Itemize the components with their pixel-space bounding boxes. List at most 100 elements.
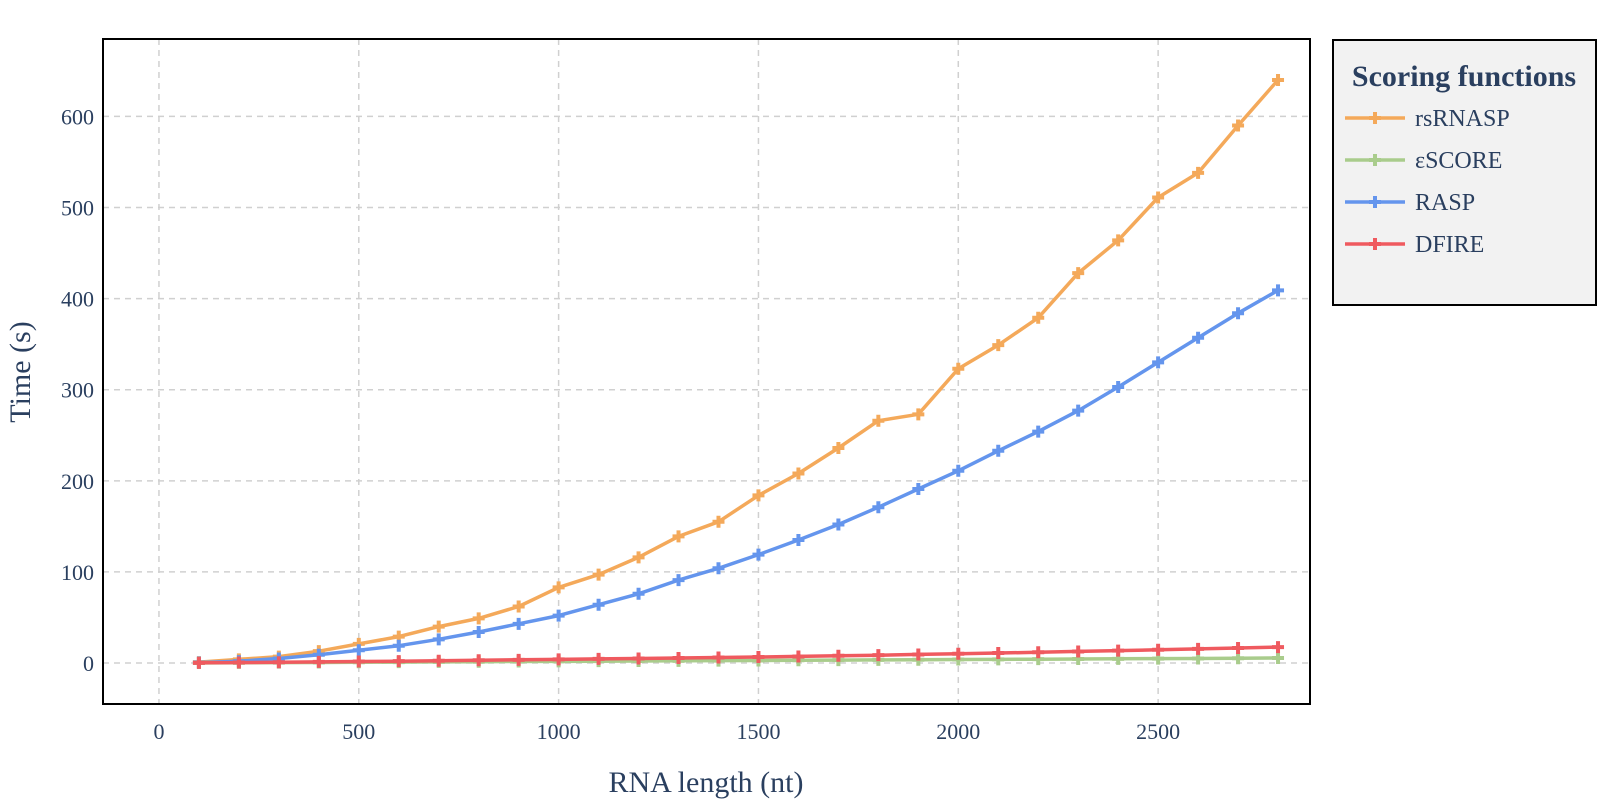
y-tick-label: 600 [61, 104, 94, 129]
x-tick-label: 0 [153, 719, 164, 744]
data-point [472, 626, 485, 639]
data-point [1272, 73, 1285, 86]
legend-item: rsRNASP [1345, 106, 1510, 132]
data-point [432, 654, 445, 667]
x-tick-labels: 0 500 1000 1500 2000 2500 [153, 719, 1180, 744]
data-point [872, 501, 885, 514]
data-point [1032, 425, 1045, 438]
legend: Scoring functions rsRNASP εSCORE RASP DFIRE [1332, 39, 1597, 306]
data-point [1192, 166, 1205, 179]
data-point [832, 442, 845, 455]
data-point [672, 574, 685, 587]
data-point [792, 534, 805, 547]
data-point [1232, 307, 1245, 320]
data-point [1152, 643, 1165, 656]
data-point [592, 652, 605, 665]
data-point [912, 483, 925, 496]
data-point [512, 653, 525, 666]
x-tick-label: 1500 [736, 719, 780, 744]
data-point [632, 551, 645, 564]
x-tick-label: 2000 [936, 719, 980, 744]
data-point [592, 598, 605, 611]
data-point [792, 467, 805, 480]
data-point [952, 647, 965, 660]
legend-label: RASP [1415, 190, 1475, 216]
data-point [1072, 645, 1085, 658]
data-point [192, 656, 205, 669]
data-point [312, 655, 325, 668]
plot-frame [102, 38, 1311, 705]
series-RASP [192, 284, 1285, 669]
legend-item: εSCORE [1345, 148, 1502, 174]
data-point [912, 408, 925, 421]
data-point [1152, 356, 1165, 369]
y-tick-label: 300 [61, 378, 94, 403]
x-axis-title: RNA length (nt) [609, 766, 804, 799]
y-tick-label: 0 [83, 651, 94, 676]
data-point [1032, 311, 1045, 324]
data-point [392, 655, 405, 668]
data-point [992, 646, 1005, 659]
data-point [712, 515, 725, 528]
data-point [712, 562, 725, 575]
data-point [592, 568, 605, 581]
data-point [912, 648, 925, 661]
data-point [992, 339, 1005, 352]
data-point [1072, 267, 1085, 280]
legend-title: Scoring functions [1352, 60, 1576, 93]
x-tick-label: 500 [342, 719, 375, 744]
series-lines [192, 73, 1285, 670]
data-point [752, 489, 765, 502]
data-point [432, 633, 445, 646]
data-point [392, 639, 405, 652]
x-tick-label: 1000 [537, 719, 581, 744]
data-point [232, 656, 245, 669]
y-tick-labels: 0 100 200 300 400 500 600 [61, 104, 94, 676]
legend-items: rsRNASP εSCORE RASP DFIRE [1345, 106, 1510, 258]
data-point [632, 652, 645, 665]
data-point [1232, 119, 1245, 132]
legend-marker [1369, 154, 1381, 166]
data-point [792, 650, 805, 663]
data-point [672, 530, 685, 543]
data-point [1072, 404, 1085, 417]
y-tick-label: 200 [61, 469, 94, 494]
y-tick-label: 500 [61, 196, 94, 221]
series-DFIRE [192, 641, 1285, 669]
data-point [1112, 644, 1125, 657]
y-axis-title: Time (s) [4, 321, 37, 422]
legend-marker [1369, 238, 1381, 250]
legend-marker [1369, 112, 1381, 124]
data-point [952, 464, 965, 477]
data-point [1112, 234, 1125, 247]
data-point [1232, 652, 1245, 665]
data-point [752, 548, 765, 561]
data-point [432, 620, 445, 633]
data-point [1272, 651, 1285, 664]
series-line [198, 288, 1279, 665]
data-point [1232, 641, 1245, 654]
data-point [632, 587, 645, 600]
data-point [752, 650, 765, 663]
data-point [1112, 380, 1125, 393]
legend-label: εSCORE [1415, 148, 1502, 174]
legend-item: DFIRE [1345, 232, 1484, 258]
data-point [1272, 284, 1285, 297]
x-tick-label: 2500 [1136, 719, 1180, 744]
data-point [352, 644, 365, 657]
data-point [872, 414, 885, 427]
data-point [552, 653, 565, 666]
data-point [1152, 191, 1165, 204]
y-tick-label: 100 [61, 560, 94, 585]
data-point [472, 654, 485, 667]
data-point [1272, 641, 1285, 654]
data-point [512, 600, 525, 613]
data-point [512, 617, 525, 630]
series-line [198, 645, 1279, 665]
data-point [352, 655, 365, 668]
data-point [272, 656, 285, 669]
legend-marker [1369, 196, 1381, 208]
series-line [198, 78, 1280, 664]
data-point [832, 518, 845, 531]
